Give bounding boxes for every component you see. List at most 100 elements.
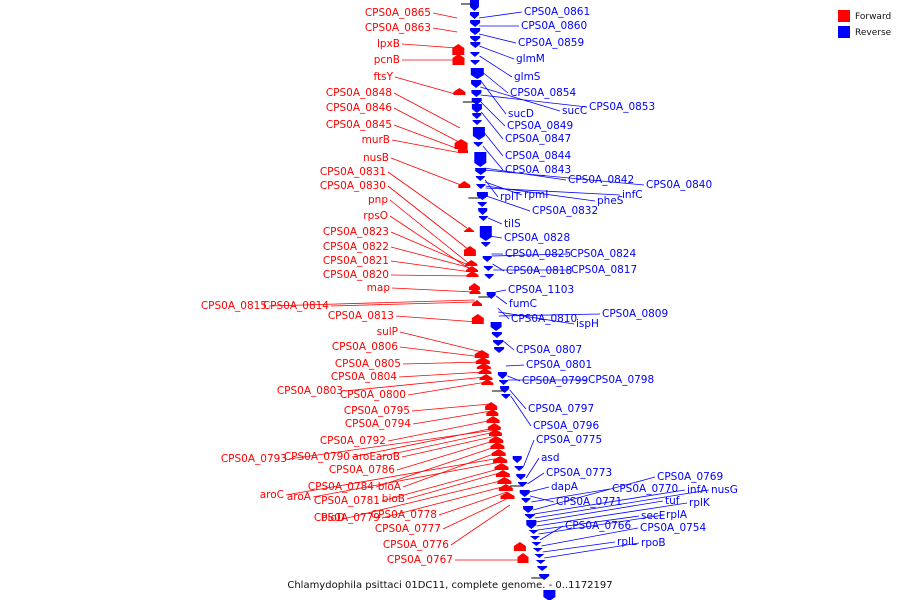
forward-leader-line [390, 157, 464, 187]
forward-gene-feature [495, 470, 510, 477]
reverse-gene-feature [516, 474, 526, 480]
reverse-leader-line [525, 457, 540, 479]
reverse-gene-label: CPS0A_0859 [518, 37, 584, 49]
reverse-gene-feature [532, 548, 543, 552]
forward-gene-label: CPS0A_0846 [326, 102, 392, 114]
reverse-gene-feature [470, 0, 479, 11]
reverse-leader-line [495, 295, 508, 305]
forward-gene-label: CPS0A_0822 [323, 241, 389, 253]
reverse-gene-label: CPS0A_0799 [522, 375, 588, 387]
reverse-gene-label: dapA [551, 481, 579, 493]
reverse-gene-label: CPS0A_0798 [588, 374, 654, 386]
reverse-gene-feature [484, 274, 494, 279]
forward-gene-feature [486, 416, 500, 423]
forward-gene-label: CPS0A_0776 [383, 539, 449, 551]
gene-labels: CPS0A_0865 CPS0A_0863 lpxB pcnB ftsY CPS0A_08… [201, 6, 738, 566]
reverse-gene-feature [471, 104, 482, 113]
forward-gene-label: CPS0A_0863 [365, 22, 431, 34]
forward-gene-feature [517, 553, 529, 563]
forward-leader-line [381, 467, 503, 502]
forward-gene-label: aroA [287, 491, 312, 503]
forward-gene-feature [471, 314, 484, 324]
reverse-leader-line [532, 476, 656, 511]
reverse-leader-line [498, 311, 575, 325]
forward-gene-label: bioA [378, 481, 402, 493]
reverse-gene-label: fumC [509, 298, 537, 310]
reverse-leader-line [510, 395, 532, 427]
reverse-gene-label: CPS0A_0842 [568, 174, 634, 186]
reverse-leader-line [542, 541, 616, 553]
forward-gene-label: CPS0A_0778 [371, 509, 437, 521]
forward-leader-line [393, 92, 461, 129]
legend-label: Forward [855, 12, 891, 22]
reverse-gene-feature [472, 120, 482, 125]
forward-gene-label: CPS0A_0794 [345, 418, 411, 430]
reverse-gene-feature [535, 560, 546, 564]
forward-leader-line [377, 431, 496, 458]
reverse-gene-feature [531, 542, 542, 546]
forward-gene-feature [486, 409, 499, 416]
forward-leader-line [432, 12, 458, 19]
forward-gene-feature [497, 477, 512, 484]
reverse-leader-line [535, 500, 664, 523]
reverse-gene-label: CPS0A_0860 [521, 20, 587, 32]
reverse-leader-line [495, 289, 507, 293]
forward-gene-label: CPS0A_0845 [326, 119, 392, 131]
forward-gene-label: CPS0A_0793 [221, 453, 287, 465]
reverse-leader-line [485, 185, 596, 202]
reverse-gene-feature [524, 514, 535, 519]
reverse-leader-line [480, 111, 504, 140]
reverse-gene-feature [523, 506, 534, 513]
forward-gene-label: CPS0A_0786 [329, 464, 395, 476]
forward-gene-feature [466, 271, 479, 277]
reverse-gene-label: glmM [516, 53, 545, 65]
reverse-leader-line [534, 489, 710, 519]
legend-swatch [838, 26, 850, 38]
reverse-leader-line [497, 307, 510, 320]
forward-gene-label: CPS0A_0831 [320, 166, 386, 178]
forward-leader-line [411, 403, 491, 412]
forward-leader-line [390, 246, 472, 269]
reverse-leader-line [480, 101, 506, 127]
forward-leader-line [438, 491, 508, 516]
forward-gene-feature [469, 288, 481, 294]
reverse-gene-feature [472, 127, 485, 140]
reverse-gene-label: CPS0A_0824 [570, 248, 636, 260]
reverse-gene-feature [471, 98, 482, 105]
forward-gene-feature [464, 227, 475, 232]
forward-gene-label: CPS0A_0784 [308, 481, 374, 493]
reverse-gene-feature [518, 482, 527, 487]
reverse-gene-feature [471, 90, 482, 97]
forward-leader-line [389, 215, 472, 271]
reverse-gene-feature [470, 28, 481, 35]
forward-gene-feature [466, 266, 478, 272]
reverse-gene-label: CPS0A_1103 [508, 284, 574, 296]
reverse-leader-line [531, 488, 611, 503]
reverse-gene-feature [470, 68, 484, 79]
reverse-gene-feature [501, 394, 511, 399]
reverse-gene-label: rplK [689, 497, 711, 509]
forward-leader-line [393, 124, 462, 151]
reverse-gene-feature [470, 42, 481, 48]
reverse-gene-label: CPS0A_0810 [511, 313, 577, 325]
forward-leader-line [285, 457, 501, 496]
reverse-leader-line [487, 217, 503, 225]
forward-leader-line [390, 231, 471, 267]
reverse-gene-feature [491, 332, 502, 338]
forward-leader-line [268, 299, 475, 307]
forward-leader-line [391, 287, 474, 293]
reverse-gene-feature [476, 184, 486, 189]
forward-gene-feature [490, 442, 505, 449]
reverse-gene-feature [478, 208, 488, 215]
reverse-gene-label: asd [541, 452, 560, 464]
reverse-leader-line [481, 129, 504, 157]
forward-leader-line [402, 361, 484, 365]
reverse-gene-label: CPS0A_0828 [504, 232, 570, 244]
forward-gene-feature [487, 423, 501, 430]
legend-swatch [838, 10, 850, 22]
reverse-gene-feature [534, 554, 545, 558]
reverse-gene-label: rpmI [524, 189, 548, 201]
reverse-leader-line [479, 33, 517, 44]
forward-leader-line [401, 435, 496, 458]
